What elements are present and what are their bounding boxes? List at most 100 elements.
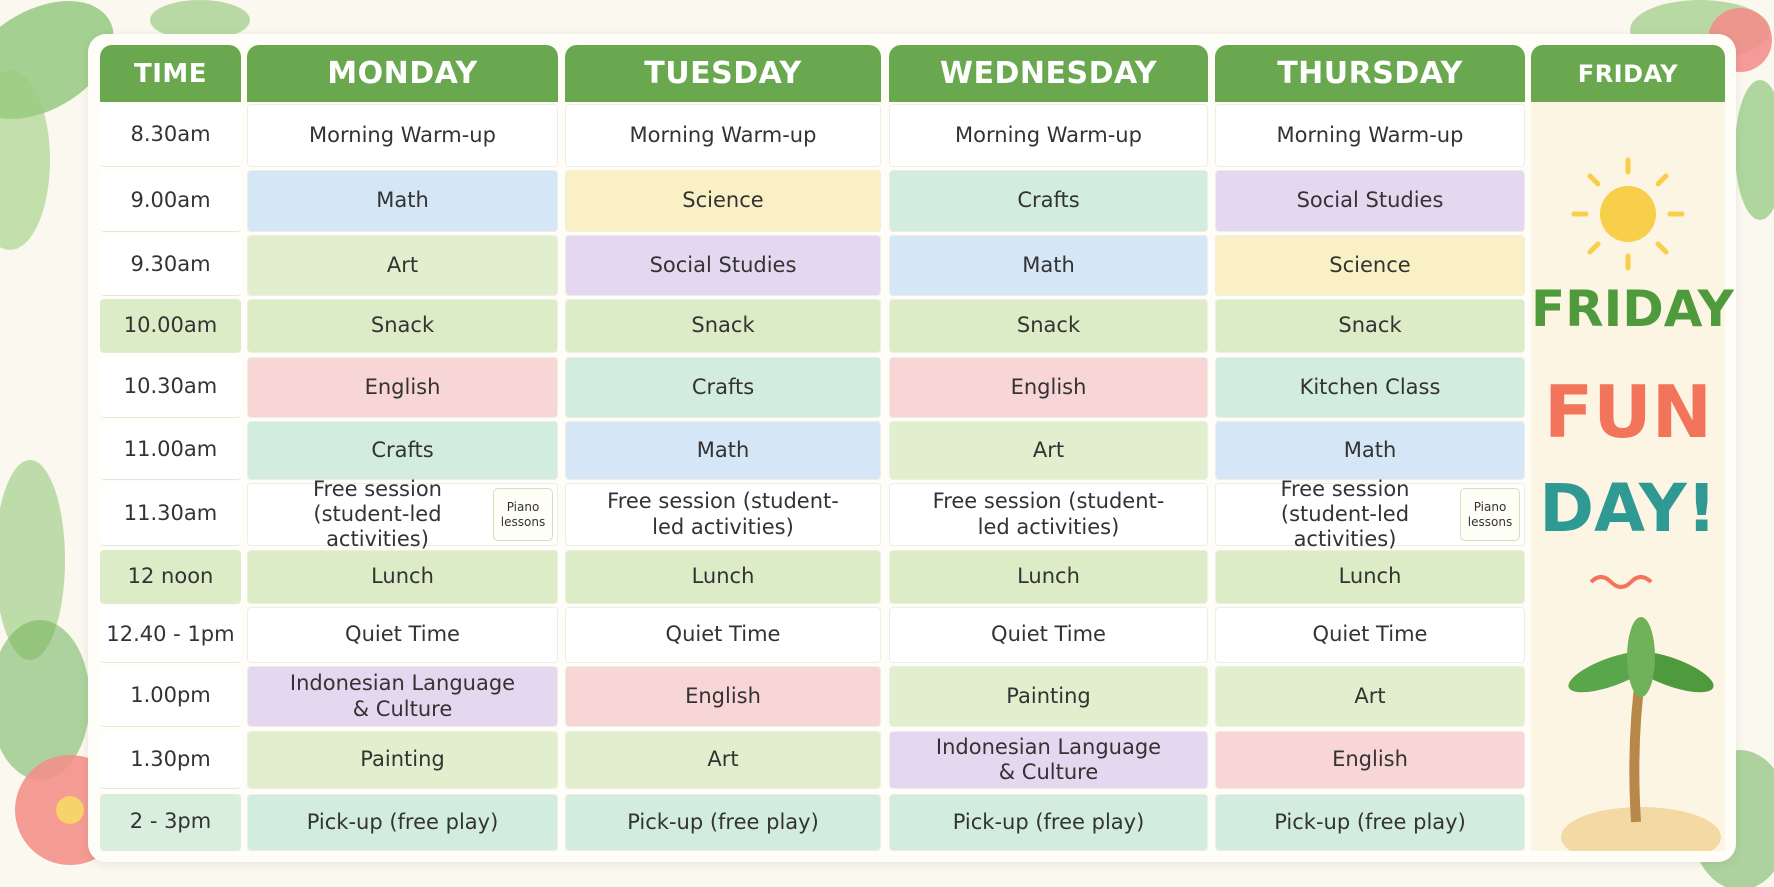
activity-cell: Free session (student-led activities) (565, 483, 881, 546)
time-cell: 10.30am (100, 357, 241, 418)
time-cell: 1.30pm (100, 731, 241, 789)
time-cell: 11.30am (100, 483, 241, 546)
activity-label: Morning Warm-up (309, 122, 496, 147)
activity-note: Piano lessons (1460, 488, 1520, 541)
activity-label: Art (1354, 683, 1386, 708)
activity-label: Free session (student-led activities) (932, 489, 1165, 539)
activity-cell: Art (247, 235, 558, 296)
activity-label: Pick-up (free play) (952, 809, 1145, 834)
activity-cell: Art (565, 731, 881, 789)
activity-cell: Free session (student-led activities) Pia… (247, 477, 558, 551)
activity-label: Crafts (1017, 188, 1080, 213)
friday-banner-text: FUN (1544, 370, 1712, 454)
activity-label: Science (682, 188, 764, 213)
activity-label: Indonesian Language & Culture (935, 734, 1162, 784)
activity-label: Lunch (1017, 564, 1080, 589)
activity-cell: Morning Warm-up (1215, 104, 1525, 167)
activity-cell: Snack (247, 299, 558, 353)
activity-label: Lunch (1338, 564, 1402, 589)
activity-label: Crafts (691, 374, 755, 399)
activity-label: Indonesian Language & Culture (289, 671, 516, 721)
activity-label: Art (386, 252, 419, 277)
activity-cell: Science (1215, 235, 1525, 296)
activity-label: English (1332, 747, 1408, 772)
activity-label: Free session (student-led activities) (313, 476, 442, 552)
activity-label: Quiet Time (345, 622, 460, 647)
activity-cell: Snack (889, 299, 1208, 353)
activity-cell: Math (247, 170, 558, 232)
activity-label: Crafts (371, 437, 434, 462)
activity-label: Math (1343, 437, 1397, 462)
activity-label: Quiet Time (665, 622, 781, 647)
activity-label: Social Studies (1296, 188, 1444, 213)
activity-cell: Art (889, 421, 1208, 480)
activity-cell: Social Studies (1215, 170, 1525, 232)
activity-cell: Quiet Time (565, 607, 881, 663)
activity-cell: Snack (565, 299, 881, 353)
activity-cell: Indonesian Language & Culture (889, 731, 1208, 789)
activity-cell: Kitchen Class (1215, 357, 1525, 418)
activity-label: Quiet Time (1312, 622, 1428, 647)
activity-label: Snack (370, 313, 435, 338)
activity-cell: Pick-up (free play) (247, 794, 558, 851)
activity-cell: Science (565, 170, 881, 232)
activity-cell: Lunch (565, 550, 881, 604)
activity-cell: Pick-up (free play) (1215, 794, 1525, 851)
activity-label: Painting (1006, 683, 1091, 708)
time-cell: 1.00pm (100, 666, 241, 727)
activity-label: Art (1032, 437, 1065, 462)
activity-label: English (685, 683, 761, 708)
activity-cell: Math (565, 421, 881, 480)
time-cell: 9.30am (100, 235, 241, 296)
time-cell: 12 noon (100, 550, 241, 604)
activity-cell: English (889, 357, 1208, 418)
activity-label: Science (1329, 252, 1411, 277)
activity-cell: English (247, 357, 558, 418)
activity-cell: Art (1215, 666, 1525, 727)
activity-label: Morning Warm-up (629, 122, 817, 147)
activity-cell: Social Studies (565, 235, 881, 296)
column-header: TIME (100, 45, 241, 102)
activity-cell: Crafts (565, 357, 881, 418)
column-header: MONDAY (247, 45, 558, 102)
activity-label: English (1010, 374, 1087, 399)
activity-label: English (364, 374, 441, 399)
activity-label: Free session (student-led activities) (607, 489, 839, 539)
activity-label: Morning Warm-up (1276, 122, 1464, 147)
time-cell: 2 - 3pm (100, 794, 241, 851)
activity-label: Lunch (691, 564, 755, 589)
activity-cell: English (1215, 731, 1525, 789)
activity-label: Art (707, 747, 739, 772)
activity-label: Lunch (371, 564, 434, 589)
column-header: THURSDAY (1215, 45, 1525, 102)
activity-label: Math (696, 437, 750, 462)
activity-cell: Pick-up (free play) (889, 794, 1208, 851)
activity-cell: Free session (student-led activities) Pia… (1215, 477, 1525, 551)
activity-cell: Crafts (247, 421, 558, 480)
activity-cell: Lunch (247, 550, 558, 604)
activity-label: Math (1022, 252, 1075, 277)
time-cell: 8.30am (100, 104, 241, 167)
activity-label: Pick-up (free play) (1274, 809, 1466, 834)
activity-cell: Quiet Time (889, 607, 1208, 663)
friday-banner-text: FRIDAY (1531, 280, 1734, 338)
activity-cell: Morning Warm-up (247, 104, 558, 167)
activity-label: Kitchen Class (1299, 374, 1441, 399)
time-cell: 12.40 - 1pm (100, 607, 241, 663)
activity-cell: Quiet Time (1215, 607, 1525, 663)
activity-cell: English (565, 666, 881, 727)
activity-label: Painting (360, 747, 445, 772)
time-cell: 10.00am (100, 299, 241, 353)
activity-cell: Crafts (889, 170, 1208, 232)
friday-art (1531, 102, 1725, 851)
activity-note: Piano lessons (493, 488, 553, 541)
activity-label: Social Studies (649, 252, 797, 277)
activity-cell: Indonesian Language & Culture (247, 666, 558, 727)
activity-label: Snack (691, 313, 755, 338)
activity-label: Quiet Time (991, 622, 1106, 647)
column-header: TUESDAY (565, 45, 881, 102)
column-header: WEDNESDAY (889, 45, 1208, 102)
time-cell: 11.00am (100, 421, 241, 480)
